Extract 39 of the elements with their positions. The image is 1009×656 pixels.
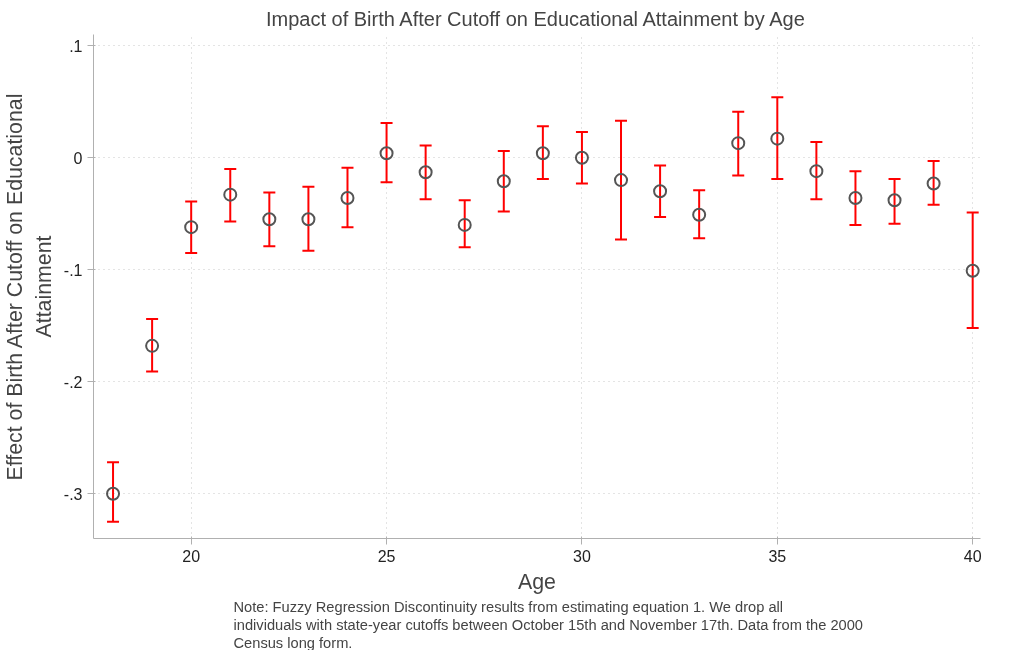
point xyxy=(535,146,550,161)
point xyxy=(379,146,394,161)
x-tick-label: 40 xyxy=(963,547,982,565)
point xyxy=(457,217,472,232)
y-tick-label: -.3 xyxy=(63,485,83,503)
point xyxy=(184,220,199,235)
text: Census long form. xyxy=(233,634,353,651)
y-axis-title: Effect of Birth After Cutoff on Educational Attainment xyxy=(3,93,56,481)
point xyxy=(770,131,785,146)
point xyxy=(614,173,629,188)
x-tick-label: 20 xyxy=(182,547,201,565)
point xyxy=(809,164,824,179)
point xyxy=(731,136,746,151)
point xyxy=(848,191,863,206)
point xyxy=(340,191,355,206)
text: individuals with state-year cutoffs between October 15th and November 17th. Data from the 2000 xyxy=(233,616,863,633)
x-tick-label: 25 xyxy=(377,547,396,565)
y-tick-label: .1 xyxy=(69,37,83,55)
x-axis-title: Age xyxy=(518,569,556,594)
y-tick-label: -.2 xyxy=(63,373,83,391)
point xyxy=(418,165,433,180)
point xyxy=(926,176,941,191)
text: Note: Fuzzy Regression Discontinuity results from estimating equation 1. We drop all xyxy=(233,598,784,615)
y-tick-label: -.1 xyxy=(63,261,83,279)
chart-title: Impact of Birth After Cutoff on Educational Attainment by Age xyxy=(265,7,805,30)
point xyxy=(653,184,668,199)
point xyxy=(887,193,902,208)
point xyxy=(574,150,589,165)
point xyxy=(965,263,980,278)
point xyxy=(106,486,121,501)
point xyxy=(223,187,238,202)
point xyxy=(145,338,160,353)
x-tick-label: 30 xyxy=(573,547,591,565)
point xyxy=(692,207,707,222)
point xyxy=(496,174,511,189)
point xyxy=(262,212,277,227)
y-tick-label: 0 xyxy=(73,149,83,167)
x-tick-label: 35 xyxy=(768,547,787,565)
point xyxy=(301,212,316,227)
